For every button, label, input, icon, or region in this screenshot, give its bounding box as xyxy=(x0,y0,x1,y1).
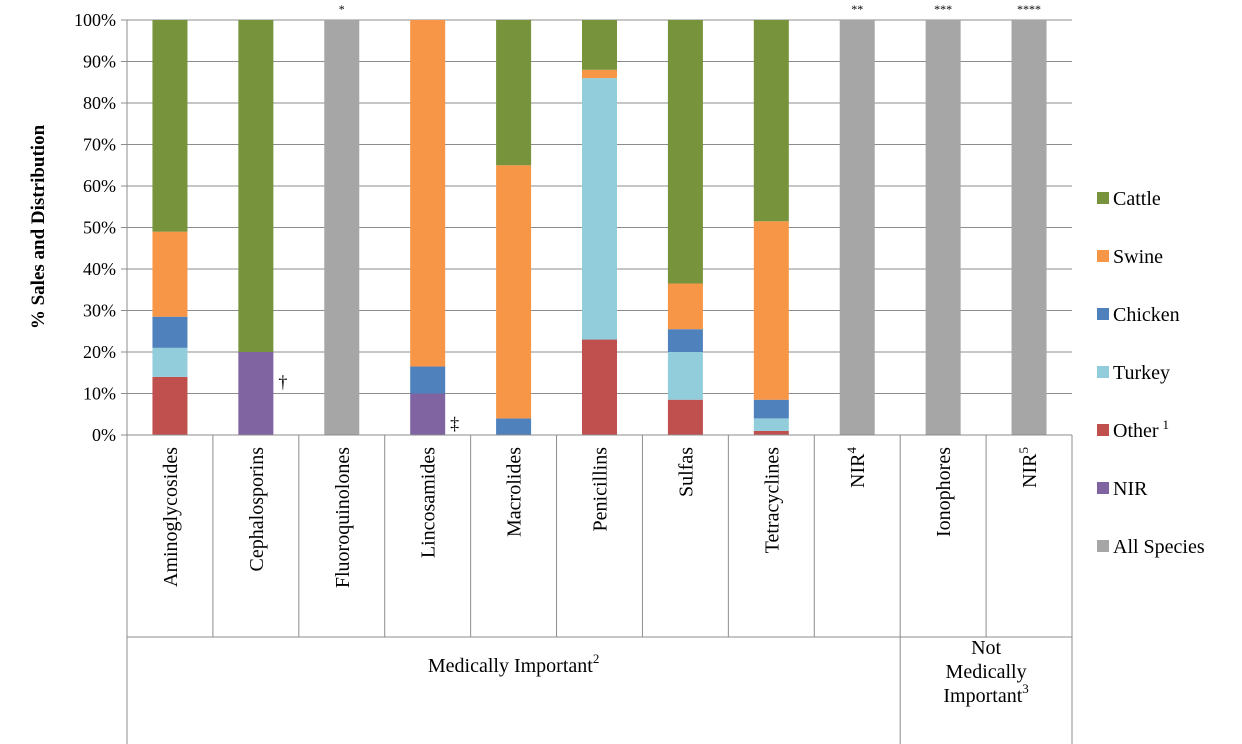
bar-segment-nir xyxy=(410,393,446,435)
group-label: Medically xyxy=(946,661,1027,683)
top-mark: *** xyxy=(934,2,952,16)
legend-label: NIR xyxy=(1113,478,1148,500)
category-labels: Aminoglycosides Cephalosporins Fluoroquino… xyxy=(160,447,1041,589)
bar-segment-cattle xyxy=(753,20,789,222)
y-tick-label: 50% xyxy=(83,218,116,238)
bar-segment-other xyxy=(582,339,617,435)
legend-label: Cattle xyxy=(1113,188,1161,210)
y-tick-label: 10% xyxy=(83,384,116,404)
bar-segment-cattle xyxy=(152,20,188,232)
y-tick-label: 70% xyxy=(83,135,116,155)
legend-swatch xyxy=(1097,192,1109,204)
y-axis-label: % Sales and Distribution xyxy=(28,124,49,329)
axes xyxy=(126,20,1073,744)
legend-label: Other 1 xyxy=(1113,417,1169,442)
bar-segment-chicken xyxy=(496,418,532,435)
bar-segment-cattle xyxy=(496,20,532,166)
bar-segment-swine xyxy=(667,283,703,330)
bar-segment-all-species xyxy=(925,20,961,435)
bar-segment-other xyxy=(753,430,789,435)
bar-segment-all-species xyxy=(324,20,360,435)
legend-swatch xyxy=(1097,482,1109,494)
legend-label: All Species xyxy=(1113,536,1205,558)
bar-segment-all-species xyxy=(839,20,875,435)
bar-segment-cattle xyxy=(582,20,617,70)
y-tick-label: 30% xyxy=(83,301,116,321)
bar-segment-swine xyxy=(582,69,617,79)
annotation-marks: * ** *** ****†‡ xyxy=(278,2,1041,434)
bar-segment-turkey xyxy=(667,352,703,400)
category-label: Sulfas xyxy=(675,447,697,497)
legend-swatch xyxy=(1097,366,1109,378)
legend-swatch xyxy=(1097,250,1109,262)
legend-label: Swine xyxy=(1113,246,1163,268)
bar-segment-chicken xyxy=(667,329,703,352)
bar-segment-swine xyxy=(496,165,532,419)
group-label: Important3 xyxy=(943,681,1028,707)
category-label: Aminoglycosides xyxy=(160,447,182,587)
group-label: Medically Important2 xyxy=(428,651,599,677)
bar-segment-nir xyxy=(238,352,274,435)
group-label: Not xyxy=(971,637,1001,659)
legend-swatch xyxy=(1097,424,1109,436)
group-labels: Medically Important2 NotMedicallyImportan… xyxy=(428,637,1029,707)
category-label: NIR5 xyxy=(1016,447,1041,488)
bar-segment-chicken xyxy=(152,316,188,348)
y-tick-label: 100% xyxy=(74,10,116,30)
bar-segment-cattle xyxy=(238,20,274,352)
y-tick-label: 40% xyxy=(83,259,116,279)
bar-segment-turkey xyxy=(582,78,617,340)
top-mark: **** xyxy=(1017,2,1041,16)
legend-label: Chicken xyxy=(1113,304,1180,326)
top-mark: * xyxy=(339,2,345,16)
bar-mark: ‡ xyxy=(450,414,459,434)
bar-segment-chicken xyxy=(410,366,446,394)
category-label: Fluoroquinolones xyxy=(332,447,354,588)
y-tick-label: 80% xyxy=(83,93,116,113)
legend-label: Turkey xyxy=(1113,362,1170,384)
bar-segment-swine xyxy=(410,20,446,367)
top-mark: ** xyxy=(851,2,863,16)
legend-swatch xyxy=(1097,540,1109,552)
y-tick-label: 90% xyxy=(83,52,116,72)
category-label: NIR4 xyxy=(844,447,869,488)
legend: Cattle Swine Chicken Turkey Other 1 NIR All Spe… xyxy=(1097,188,1205,558)
category-label: Macrolides xyxy=(504,447,526,537)
bars xyxy=(152,20,1047,435)
category-label: Penicillins xyxy=(590,447,612,532)
bar-segment-swine xyxy=(753,221,789,400)
y-tick-label: 20% xyxy=(83,342,116,362)
y-tick-label: 60% xyxy=(83,176,116,196)
category-label: Lincosamides xyxy=(418,447,440,558)
bar-segment-cattle xyxy=(667,20,703,284)
bar-mark: † xyxy=(278,372,287,392)
bar-segment-other xyxy=(152,376,188,435)
bar-segment-turkey xyxy=(152,347,188,377)
category-label: Tetracyclines xyxy=(761,447,783,554)
bar-segment-chicken xyxy=(753,399,789,419)
legend-swatch xyxy=(1097,308,1109,320)
y-tick-labels: 0% 10% 20% 30% 40% 50% 60% 70% 80% 90% 100% xyxy=(74,10,116,445)
category-label: Cephalosporins xyxy=(246,447,268,572)
bar-segment-other xyxy=(667,399,703,435)
y-tick-label: 0% xyxy=(92,425,116,445)
category-label: Ionophores xyxy=(933,447,955,537)
bar-segment-all-species xyxy=(1011,20,1047,435)
bar-segment-turkey xyxy=(753,418,789,431)
bar-segment-swine xyxy=(152,231,188,317)
